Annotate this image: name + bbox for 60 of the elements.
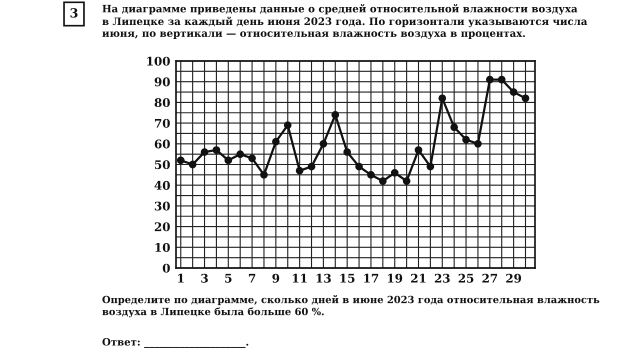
point <box>284 121 292 129</box>
point <box>320 140 328 148</box>
x-tick-label: 27 <box>482 274 498 283</box>
point <box>355 162 363 170</box>
x-tick-label: 3 <box>201 274 208 283</box>
point <box>200 148 208 156</box>
y-tick-label: 0 <box>162 264 170 273</box>
y-tick-label: 100 <box>147 56 170 66</box>
point <box>236 150 244 158</box>
y-tick-label: 90 <box>154 77 170 86</box>
point <box>296 166 304 175</box>
point <box>248 154 256 162</box>
x-tick-label: 13 <box>316 274 331 283</box>
x-tick-label: 21 <box>411 274 426 283</box>
x-tick-label: 25 <box>458 274 474 283</box>
point <box>474 140 482 148</box>
point <box>176 156 185 164</box>
y-tick-label: 80 <box>154 98 170 108</box>
y-tick-label: 20 <box>154 222 170 232</box>
point <box>260 171 268 179</box>
point <box>212 146 220 154</box>
point <box>188 160 196 168</box>
x-tick-label: 11 <box>292 274 307 283</box>
x-tick-label: 7 <box>248 274 256 283</box>
text: Определите по диаграмме, сколько дней в июне 2023 года относительная влажность воздуха в Липецке была больше 60 %. <box>102 295 600 318</box>
x-tick-label: 1 <box>178 274 184 283</box>
x-tick-label: 9 <box>272 274 280 283</box>
x-tick-label: 29 <box>506 274 522 283</box>
x-tick-label: 19 <box>388 274 402 283</box>
point <box>462 136 470 144</box>
point <box>308 162 316 170</box>
x-tick-label: 17 <box>364 274 378 283</box>
point <box>379 177 387 185</box>
point <box>272 138 280 146</box>
point <box>224 156 232 164</box>
point <box>498 76 506 84</box>
y-tick-label: 40 <box>154 180 170 190</box>
point <box>438 94 446 102</box>
y-tick-label: 60 <box>154 140 170 148</box>
point <box>343 148 351 156</box>
chart-title: На диаграмме приведены данные о средней относительной влажности воздуха в Липецке за каждый день июня 2023 года. По горизонтали указываются числа июня, по вертикали — относительная влажность воздуха в процентах. <box>102 4 588 40</box>
point <box>331 111 340 119</box>
x-tick-label: 23 <box>434 274 450 283</box>
x-tick-label: 5 <box>225 274 232 283</box>
point <box>426 162 434 170</box>
point <box>522 94 530 102</box>
point <box>367 171 375 179</box>
y-tick-label: 50 <box>154 160 170 170</box>
point <box>450 123 458 132</box>
y-tick-label: 10 <box>155 243 170 252</box>
y-tick-label: 30 <box>154 202 170 211</box>
point <box>510 88 518 96</box>
point <box>402 177 410 185</box>
point <box>390 168 399 177</box>
x-tick-label: 15 <box>340 274 354 283</box>
point <box>414 146 422 154</box>
y-tick-label: 70 <box>154 118 170 128</box>
text: Ответ: ____________________. <box>102 338 248 348</box>
point <box>486 76 494 84</box>
text: 3 <box>70 8 78 18</box>
